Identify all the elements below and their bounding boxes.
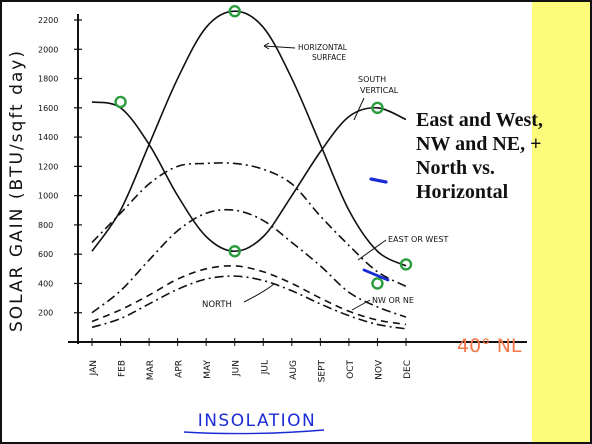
label-east-west: EAST OR WEST [388,235,448,244]
series-line-2 [91,162,407,288]
pointer-east-west [357,239,387,261]
y-tick-label: 600 [38,250,53,259]
x-tick-label: NOV [374,359,384,380]
x-tick-label: SEPT [317,360,327,383]
data-marker [399,258,413,271]
data-marker [228,245,241,258]
y-axis-label: SOLAR GAIN (BTU/sqft day) [7,49,27,332]
label-horizontal: HORIZONTAL [298,43,348,52]
label-nw-ne: NW OR NE [372,296,414,305]
x-tick-label: APR [175,360,185,378]
y-tick-label: 1800 [38,75,58,84]
series-line-1 [91,101,407,253]
data-marker [228,5,241,18]
x-tick-label: MAY [203,360,213,379]
series-line-5 [91,275,407,330]
x-tick-label: JUN [232,360,242,377]
blue-pen-stroke [369,177,388,184]
y-tick-label: 1400 [38,133,58,142]
pointer-horizontal [263,45,296,49]
y-tick-label: 800 [38,221,53,230]
callout-line-2: NW and NE, + [416,133,542,155]
y-tick-label: 1000 [38,192,58,201]
data-marker [371,101,384,115]
yellow-side-panel [532,2,590,442]
x-tick-label: DEC [403,360,413,379]
y-tick-label: 2000 [38,45,58,54]
pointer-north [243,283,275,303]
latitude-annotation: 40° NL [457,335,522,357]
label-vertical: VERTICAL [360,86,399,95]
y-tick-label: 1200 [38,162,58,171]
x-tick-label: MAR [146,360,156,380]
series-line-4 [91,264,407,326]
callout-text: East and West, NW and NE, + North vs. Ho… [416,108,592,204]
callout-line-3: North vs. [416,157,495,179]
data-marker [114,95,127,109]
title-underline [183,429,325,435]
series-line-3 [91,208,407,318]
callout-line-4: Horizontal [416,181,509,203]
pointer-south [353,97,365,121]
pointer-nw-ne [351,299,371,311]
label-north: NORTH [202,300,232,310]
data-marker [371,277,384,290]
series-line-0 [91,10,407,267]
y-tick-label: 2200 [38,16,58,25]
chart-title: INSOLATION [198,411,317,431]
blue-pen-arrow [362,268,390,282]
x-tick-label: OCT [346,360,356,379]
x-tick-label: FEB [118,360,128,377]
y-tick-label: 200 [38,309,53,318]
x-tick-label: JUL [260,360,270,375]
x-tick-label: JAN [89,360,99,376]
x-tick-label: AUG [289,360,299,380]
insolation-chart: 200 400 600 800 1000 1200 1400 1600 1800 2000 2200… [7,5,527,435]
label-south: SOUTH [358,75,386,84]
arrowhead-horizontal [263,42,270,50]
y-tick-label: 400 [38,279,53,288]
label-surface: SURFACE [312,53,346,62]
callout-line-1: East and West, [416,109,543,131]
y-tick-label: 1600 [38,104,58,113]
